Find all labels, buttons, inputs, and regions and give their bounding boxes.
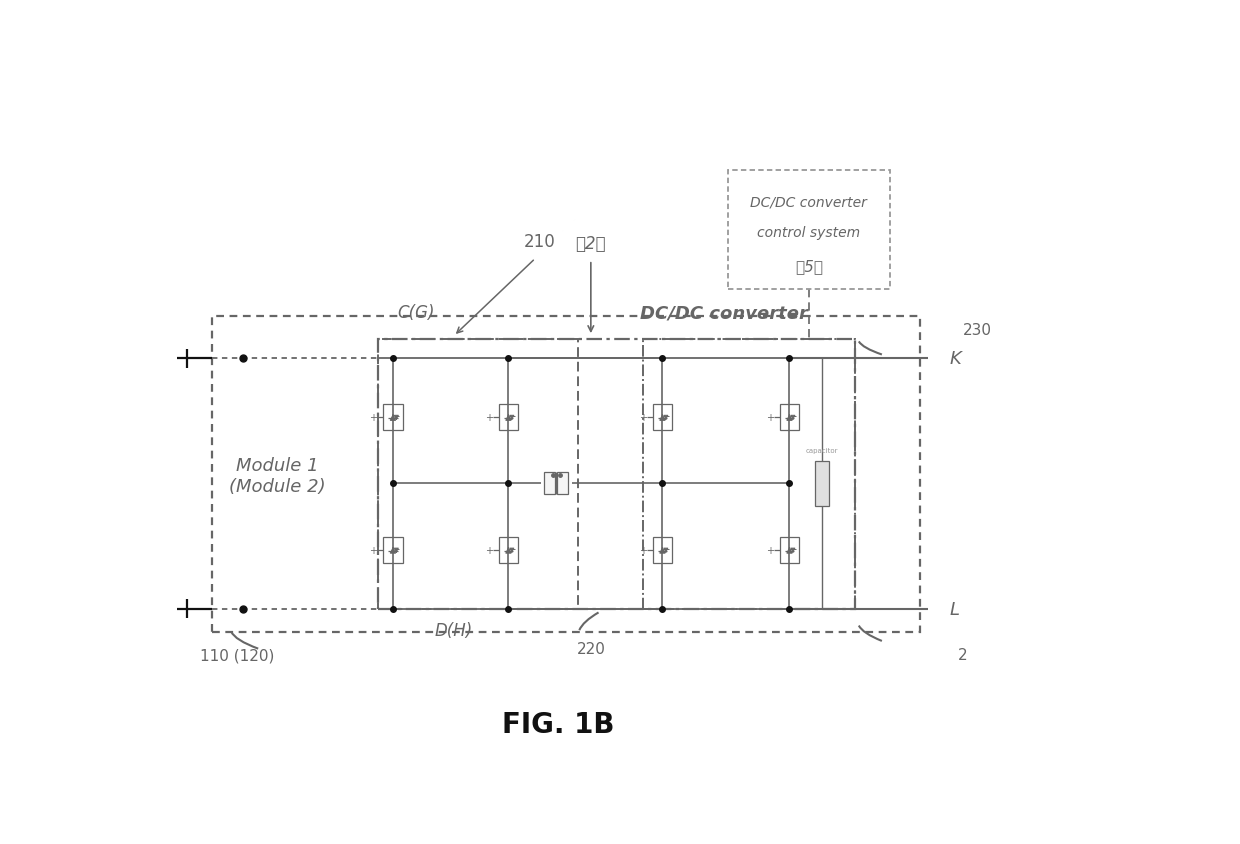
Bar bbox=[652, 537, 672, 564]
Text: 230: 230 bbox=[962, 322, 992, 338]
Bar bbox=[377, 339, 578, 609]
Text: L: L bbox=[950, 600, 960, 618]
Bar bbox=[544, 473, 556, 495]
Text: 110 (120): 110 (120) bbox=[201, 647, 275, 663]
Bar bbox=[498, 404, 518, 430]
Text: +: + bbox=[370, 545, 377, 555]
Text: +: + bbox=[639, 545, 647, 555]
Bar bbox=[815, 462, 828, 506]
Bar bbox=[652, 404, 672, 430]
Bar bbox=[780, 537, 800, 564]
Bar bbox=[377, 339, 854, 609]
Text: 2: 2 bbox=[959, 647, 967, 663]
Text: FIG. 1B: FIG. 1B bbox=[502, 711, 615, 738]
Text: （2）: （2） bbox=[575, 235, 606, 252]
Bar bbox=[383, 404, 403, 430]
Bar bbox=[498, 537, 518, 564]
Text: Module 1
(Module 2): Module 1 (Module 2) bbox=[229, 457, 326, 495]
Text: K: K bbox=[950, 350, 961, 368]
Text: D(H): D(H) bbox=[434, 621, 472, 640]
Text: capacitor: capacitor bbox=[806, 448, 838, 454]
Text: +: + bbox=[485, 413, 494, 423]
Bar bbox=[212, 316, 920, 632]
Text: control system: control system bbox=[758, 225, 861, 240]
Text: +: + bbox=[639, 413, 647, 423]
Bar bbox=[728, 170, 889, 289]
Text: +: + bbox=[485, 545, 494, 555]
Text: 220: 220 bbox=[577, 641, 605, 657]
Text: DC/DC converter: DC/DC converter bbox=[750, 196, 867, 209]
Text: +: + bbox=[766, 545, 774, 555]
Text: +: + bbox=[370, 413, 377, 423]
Text: +: + bbox=[766, 413, 774, 423]
Bar bbox=[780, 404, 800, 430]
Bar bbox=[383, 537, 403, 564]
Text: DC/DC converter: DC/DC converter bbox=[640, 304, 808, 322]
Text: （5）: （5） bbox=[795, 258, 823, 273]
Bar bbox=[557, 473, 568, 495]
Bar bbox=[644, 339, 854, 609]
Text: C(G): C(G) bbox=[397, 304, 434, 322]
Text: 210: 210 bbox=[523, 233, 556, 251]
